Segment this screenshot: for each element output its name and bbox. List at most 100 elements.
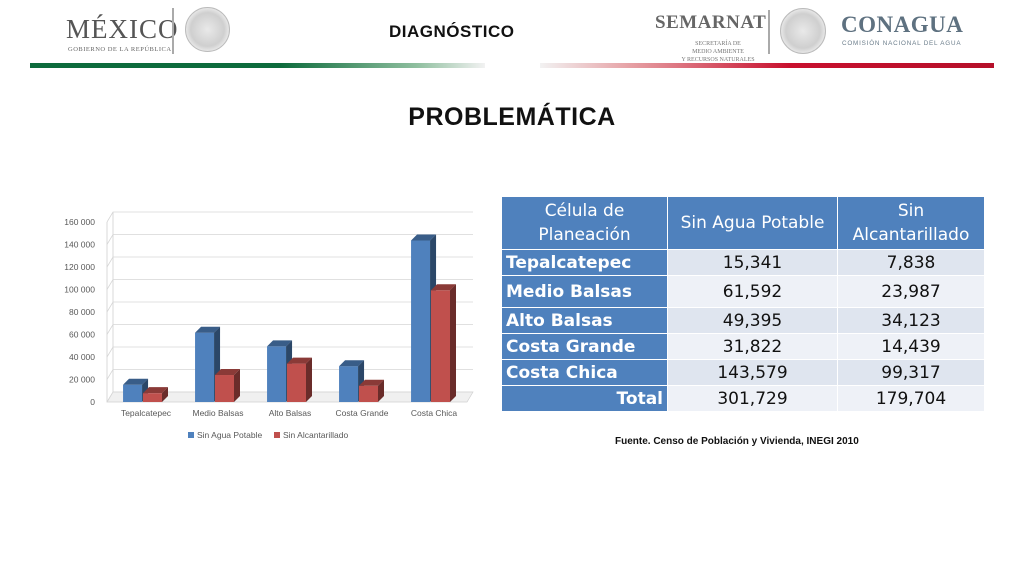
page-title: PROBLEMÁTICA xyxy=(408,103,616,131)
y-tick-label: 60 000 xyxy=(69,330,95,340)
bar-front xyxy=(359,385,378,402)
mexico-logo-divider xyxy=(172,8,174,54)
bar-top xyxy=(411,234,437,241)
row-alc-value: 14,439 xyxy=(837,333,985,360)
bar-side xyxy=(162,387,168,402)
table-header-row: Célula de Planeación Sin Agua Potable Si… xyxy=(501,196,985,250)
bar-front xyxy=(431,290,450,402)
row-name: Alto Balsas xyxy=(501,307,668,334)
table-total-row: Total 301,729 179,704 xyxy=(501,385,985,412)
col-header-alcantarillado: Sin Alcantarillado xyxy=(837,196,985,250)
bar-top xyxy=(267,340,293,347)
conagua-logo-sub: COMISIÓN NACIONAL DEL AGUA xyxy=(842,40,962,47)
x-tick-label: Costa Chica xyxy=(411,408,458,418)
x-tick-label: Tepalcatepec xyxy=(121,408,172,418)
bar-side xyxy=(378,379,384,402)
semarnat-line-3: Y RECURSOS NATURALES xyxy=(681,57,755,63)
chart-gridline xyxy=(106,256,473,268)
bar-side xyxy=(450,284,456,402)
bar-front xyxy=(287,363,306,402)
bar-front xyxy=(215,375,234,402)
total-alc-value: 179,704 xyxy=(837,385,985,412)
legend-swatch xyxy=(188,432,194,438)
semarnat-logo-word: SEMARNAT xyxy=(655,12,767,33)
bar-top xyxy=(143,387,168,394)
row-alc-value: 99,317 xyxy=(837,359,985,386)
bar-chart: 0 20 000 40 000 60 000 80 000 100 000 120 000 1… xyxy=(64,211,474,440)
bar xyxy=(339,360,365,402)
bar-top xyxy=(123,378,149,385)
bar-top xyxy=(287,357,312,364)
bar-front xyxy=(195,332,215,402)
row-name: Tepalcatepec xyxy=(501,249,668,276)
semarnat-line-2: MEDIO AMBIENTE xyxy=(692,49,744,55)
bar xyxy=(215,369,240,402)
y-tick-label: 160 000 xyxy=(64,217,95,227)
table-row: Costa Grande 31,822 14,439 xyxy=(501,333,985,360)
col-header-agua: Sin Agua Potable xyxy=(667,196,838,250)
chart-gridline xyxy=(106,279,473,290)
bar-front xyxy=(123,384,143,402)
legend-swatch xyxy=(274,432,280,438)
mexico-logo-sub: GOBIERNO DE LA REPÚBLICA xyxy=(68,46,172,53)
total-agua-value: 301,729 xyxy=(667,385,838,412)
legend-label: Sin Alcantarillado xyxy=(283,430,348,440)
bar-top xyxy=(431,284,456,291)
data-table: Célula de Planeación Sin Agua Potable Si… xyxy=(501,196,985,412)
bar-side xyxy=(306,357,312,402)
bar xyxy=(287,357,312,402)
conagua-logo-word: CONAGUA xyxy=(841,12,964,37)
y-tick-label: 20 000 xyxy=(69,375,95,385)
row-name: Costa Grande xyxy=(501,333,668,360)
bar xyxy=(431,284,456,402)
bar-front xyxy=(143,393,162,402)
y-tick-label: 140 000 xyxy=(64,240,95,250)
x-tick-label: Medio Balsas xyxy=(192,408,243,418)
y-tick-label: 120 000 xyxy=(64,262,95,272)
row-agua-value: 49,395 xyxy=(667,307,838,334)
row-name: Medio Balsas xyxy=(501,275,668,308)
row-agua-value: 31,822 xyxy=(667,333,838,360)
col-header-celula: Célula de Planeación xyxy=(501,196,668,250)
bar-top xyxy=(359,379,384,386)
row-alc-value: 7,838 xyxy=(837,249,985,276)
table-row: Costa Chica 143,579 99,317 xyxy=(501,359,985,386)
row-agua-value: 15,341 xyxy=(667,249,838,276)
bar-top xyxy=(195,326,221,333)
y-tick-label: 0 xyxy=(90,397,95,407)
header-stripe-green xyxy=(30,63,485,68)
mexico-logo-word: MÉXICO xyxy=(66,14,179,44)
table-row: Tepalcatepec 15,341 7,838 xyxy=(501,249,985,276)
semarnat-seal-icon xyxy=(780,8,826,54)
row-alc-value: 23,987 xyxy=(837,275,985,308)
bar-side xyxy=(234,369,240,402)
bar-top xyxy=(339,360,365,367)
total-label: Total xyxy=(501,385,668,412)
semarnat-logo-divider xyxy=(768,10,770,54)
row-agua-value: 61,592 xyxy=(667,275,838,308)
source-note: Fuente. Censo de Población y Vivienda, I… xyxy=(615,436,859,447)
x-tick-label: Alto Balsas xyxy=(269,408,312,418)
y-tick-label: 100 000 xyxy=(64,285,95,295)
chart-gridline xyxy=(106,301,473,313)
bar xyxy=(359,379,384,402)
mexico-logo: MÉXICO GOBIERNO DE LA REPÚBLICA xyxy=(62,8,237,58)
chart-gridline xyxy=(106,234,473,245)
row-alc-value: 34,123 xyxy=(837,307,985,334)
mexico-seal-icon xyxy=(185,7,230,52)
header-title: DIAGNÓSTICO xyxy=(389,22,515,41)
table-row: Alto Balsas 49,395 34,123 xyxy=(501,307,985,334)
x-tick-label: Costa Grande xyxy=(336,408,389,418)
legend-label: Sin Agua Potable xyxy=(197,430,262,440)
bar-front xyxy=(411,240,431,402)
semarnat-logo-sub: SECRETARÍA DE MEDIO AMBIENTE Y RECURSOS … xyxy=(673,40,763,64)
conagua-logo: CONAGUA COMISIÓN NACIONAL DEL AGUA xyxy=(841,12,971,52)
bar-front xyxy=(339,366,359,402)
y-tick-label: 40 000 xyxy=(69,352,95,362)
y-tick-label: 80 000 xyxy=(69,307,95,317)
table-row: Medio Balsas 61,592 23,987 xyxy=(501,275,985,308)
semarnat-line-1: SECRETARÍA DE xyxy=(695,41,741,47)
semarnat-logo: SEMARNAT SECRETARÍA DE MEDIO AMBIENTE Y … xyxy=(655,12,767,64)
bar-front xyxy=(267,346,287,402)
row-name: Costa Chica xyxy=(501,359,668,386)
